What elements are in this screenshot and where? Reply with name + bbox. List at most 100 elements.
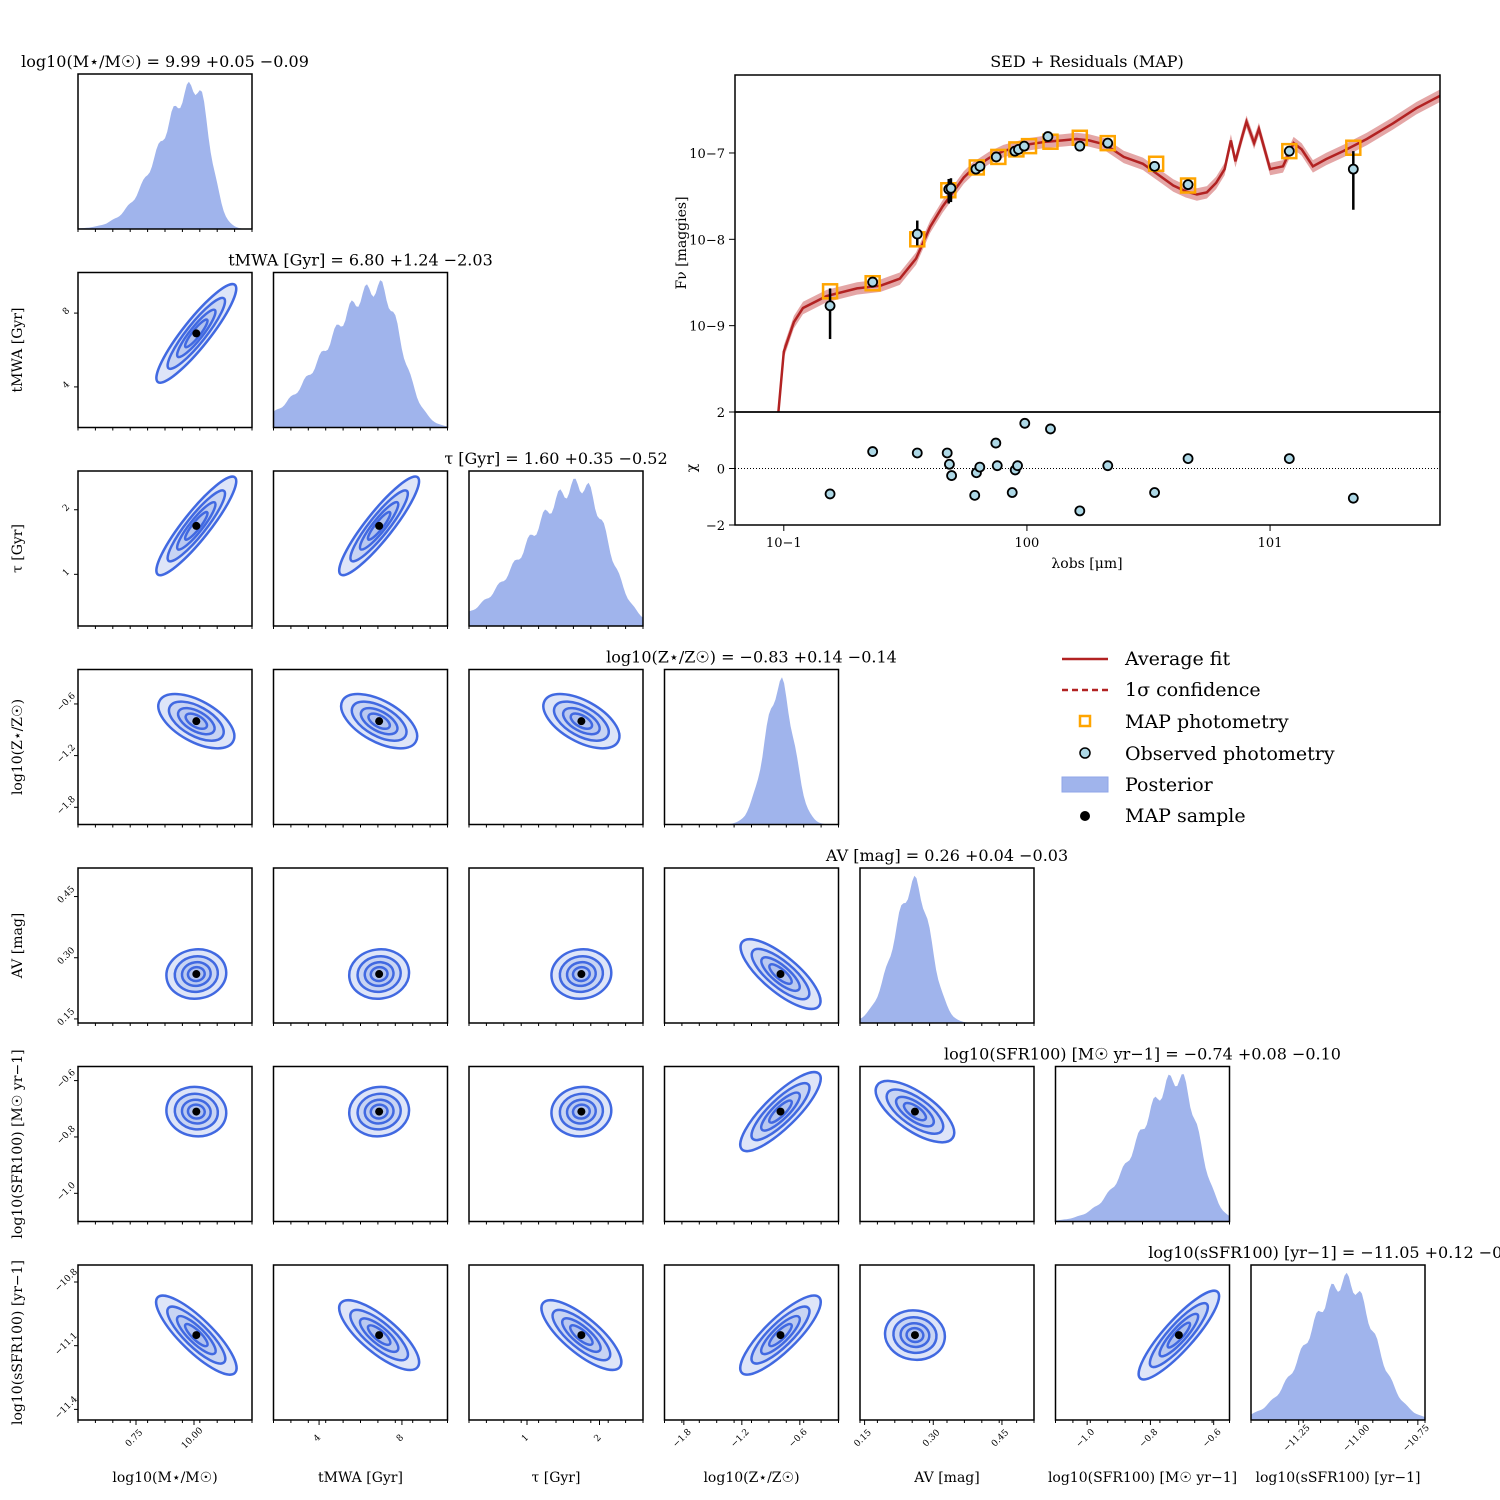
row-tick-label: −10.8 <box>53 1267 80 1294</box>
col-tick-label: −11.25 <box>1282 1423 1313 1454</box>
row-tick-label: 0.45 <box>56 884 77 905</box>
sed-x-tick-label: 10−1 <box>766 536 802 551</box>
row-label-av: AV [mag] <box>10 913 26 979</box>
observed-photometry-point <box>867 276 879 288</box>
hist-title-tmwa: tMWA [Gyr] = 6.80 +1.24 −2.03 <box>228 251 493 270</box>
map-sample-point <box>776 1107 785 1116</box>
legend-marker-map-photometry <box>1078 714 1092 728</box>
row-label-ssfr: log10(sSFR100) [yr−1] <box>10 1260 26 1425</box>
sed-y-tick-label: 10−9 <box>689 320 725 335</box>
observed-photometry-point <box>990 151 1002 163</box>
col-label-tau: τ [Gyr] <box>532 1470 581 1486</box>
map-sample-point <box>375 1331 384 1340</box>
col-label-metal: log10(Z⋆/Z☉) <box>703 1470 799 1486</box>
col-tick-label: −0.6 <box>1201 1427 1224 1450</box>
pair-panel-av-mass <box>77 867 253 1026</box>
pair-panel-tau-tmwa <box>272 470 449 629</box>
sed-x-tick-label: 100 <box>1015 536 1040 551</box>
col-tick-label: −1.2 <box>729 1427 752 1450</box>
hist-title-metal: log10(Z⋆/Z☉) = −0.83 +0.14 −0.14 <box>606 648 897 667</box>
legend-label-map-photometry: MAP photometry <box>1125 711 1289 733</box>
resid-y-tick-label: 0 <box>717 463 725 478</box>
sed-y-tick-label: 10−7 <box>689 147 725 162</box>
map-photometry-point <box>864 274 881 292</box>
panel-frame <box>468 1264 644 1421</box>
col-tick-label: −0.8 <box>1138 1427 1161 1450</box>
panel-frame <box>468 668 644 826</box>
residual-point <box>944 458 955 470</box>
sed-ylabel: Fν [maggies] <box>674 196 690 289</box>
residual-point <box>1347 492 1359 504</box>
posterior-fill-ssfr <box>1251 1272 1425 1420</box>
row-tick-label: 1 <box>61 567 72 578</box>
legend-label-average: Average fit <box>1124 648 1230 670</box>
map-photometry-point <box>1099 134 1116 152</box>
legend-label-posterior: Posterior <box>1125 774 1214 796</box>
residual-point <box>911 447 923 459</box>
observed-photometry-point <box>1042 131 1054 142</box>
map-sample-point <box>910 1107 919 1116</box>
resid-ylabel: χ <box>684 463 700 472</box>
map-sample-point <box>577 1107 586 1116</box>
col-tick-label: −0.6 <box>787 1427 810 1450</box>
legend-label-map-sample: MAP sample <box>1125 805 1246 827</box>
col-tick-label: 2 <box>593 1433 604 1444</box>
row-tick-label: −11.1 <box>53 1331 80 1358</box>
map-sample-point <box>192 1331 201 1340</box>
observed-photometry-point <box>1182 179 1194 191</box>
hist-panel-ssfr: log10(sSFR100) [yr−1] = −11.05 +0.12 −0.… <box>1148 1243 1500 1423</box>
panel-frame <box>272 668 449 826</box>
resid-y-tick-label: 2 <box>717 406 725 421</box>
residual-point <box>946 470 957 481</box>
map-photometry-point <box>1179 177 1197 194</box>
row-tick-label: 0.30 <box>56 946 77 967</box>
residual-point <box>990 437 1002 449</box>
row-tick-label: 2 <box>61 503 72 514</box>
residual-point <box>867 446 879 457</box>
observed-photometry-point <box>1347 163 1359 175</box>
observed-photometry-point <box>1283 145 1295 157</box>
col-tick-label: 1 <box>520 1433 531 1444</box>
corner-plot: log10(M⋆/M☉) = 9.99 +0.05 −0.09 tMWA [Gyr… <box>10 52 1500 1486</box>
hist-title-sfr: log10(SFR100) [M☉ yr−1] = −0.74 +0.08 −0… <box>944 1045 1341 1064</box>
pair-panel-av-tau <box>468 867 644 1026</box>
pair-panel-ssfr-tmwa <box>272 1264 449 1423</box>
sed-title: SED + Residuals (MAP) <box>990 52 1184 71</box>
pair-panel-ssfr-tau <box>468 1264 644 1423</box>
row-tick-label: −0.6 <box>55 691 78 714</box>
col-tick-label: −1.0 <box>1074 1427 1097 1450</box>
observed-photometry-point <box>1102 137 1114 149</box>
pair-panel-sfr-tmwa <box>272 1065 449 1225</box>
observed-photometry-point <box>974 160 986 172</box>
map-sample-point <box>375 521 384 530</box>
residual-point <box>1045 423 1056 435</box>
panel-frame <box>77 867 253 1024</box>
panel-frame <box>272 1065 449 1223</box>
residual-point <box>941 447 953 459</box>
hist-panel-av: AV [mag] = 0.26 +0.04 −0.03 <box>825 846 1068 1026</box>
residual-point <box>991 460 1003 472</box>
posterior-fill-sfr <box>1055 1074 1230 1222</box>
residual-point <box>1019 417 1031 429</box>
residual-point <box>1012 460 1023 472</box>
observed-photometry-point <box>911 228 923 240</box>
observed-photometry-point <box>824 300 836 312</box>
resid-y-tick-label: −2 <box>706 519 725 534</box>
sed-x-tick-label: 101 <box>1258 536 1283 551</box>
col-tick-label: 0.30 <box>921 1428 942 1449</box>
map-sample-point <box>192 970 201 979</box>
sed-xlabel: λobs [μm] <box>1051 556 1122 572</box>
col-tick-label: 4 <box>312 1433 323 1444</box>
map-sample-point <box>375 717 384 726</box>
panel-frame <box>77 1065 253 1223</box>
pair-panel-sfr-metal <box>663 1065 840 1225</box>
residual-point <box>1074 505 1086 517</box>
hist-title-tau: τ [Gyr] = 1.60 +0.35 −0.52 <box>444 449 667 468</box>
pair-panel-metal-tmwa <box>272 668 449 828</box>
col-tick-label: 0.45 <box>990 1428 1011 1449</box>
row-tick-label: −0.6 <box>55 1068 78 1091</box>
panel-frame <box>468 867 644 1024</box>
row-label-sfr: log10(SFR100) [M☉ yr−1] <box>10 1049 26 1238</box>
col-tick-label: −1.8 <box>671 1427 694 1450</box>
